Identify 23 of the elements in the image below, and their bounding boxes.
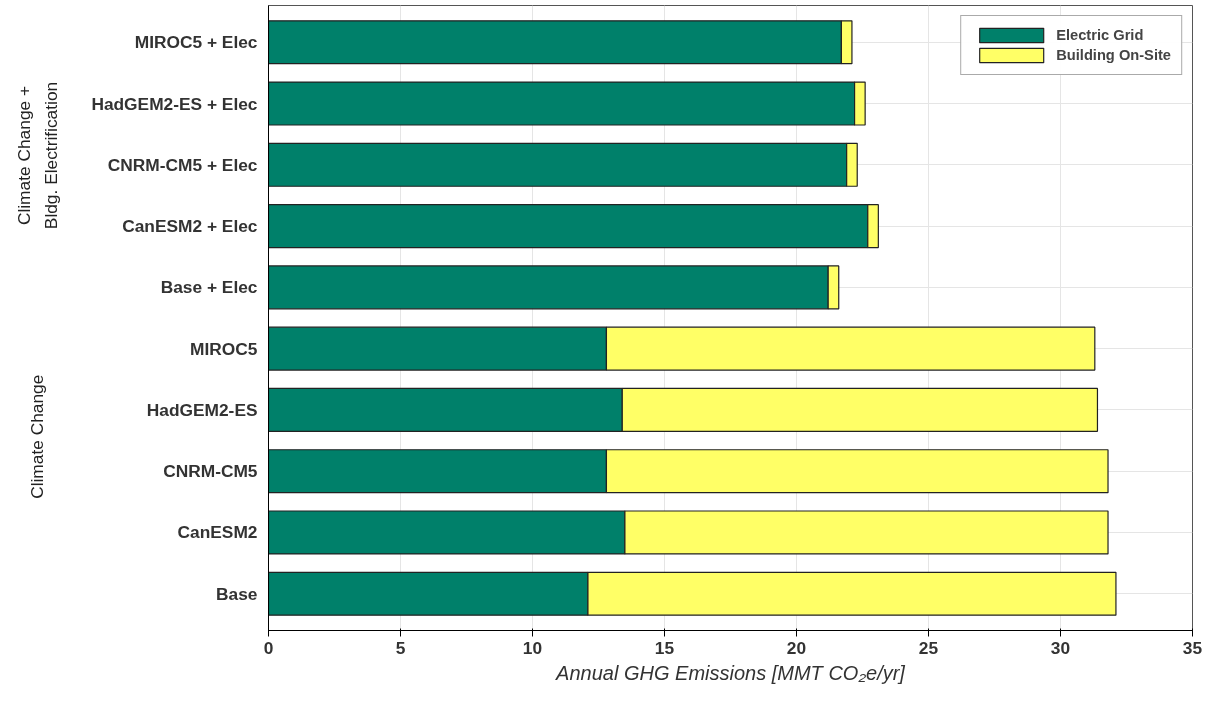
y-tick-label: Base [216, 583, 258, 604]
y-tick-label: Base + Elec [160, 277, 258, 298]
x-tick-label: 20 [786, 637, 807, 658]
text: Climate Change + Bldg. Electrification [14, 81, 61, 230]
y-tick-label: CNRM-CM5 + Elec [107, 154, 258, 175]
x-tick-label: 5 [395, 637, 406, 658]
x-tick-label: 30 [1050, 637, 1071, 658]
y-tick-label: CanESM2 [177, 522, 258, 543]
y-tick-label: CNRM-CM5 [163, 461, 258, 482]
y-tick-label: HadGEM2-ES [146, 399, 258, 420]
x-tick-label: 0 [263, 637, 274, 658]
y-tick-label: CanESM2 + Elec [122, 216, 258, 237]
y-tick-label: HadGEM2-ES + Elec [91, 93, 258, 114]
y-tick-label: MIROC5 + Elec [134, 32, 258, 53]
legend-label: Building On-Site [1056, 47, 1171, 63]
text: Climate Change [27, 374, 48, 499]
x-tick-label: 35 [1182, 637, 1203, 658]
y-tick-label: MIROC5 [190, 338, 258, 359]
x-tick-label: 10 [522, 637, 543, 658]
x-tick-label: 25 [918, 637, 939, 658]
legend-label: Electric Grid [1056, 27, 1144, 43]
x-axis-title: Annual GHG Emissions [MMT CO₂e/yr] [555, 661, 906, 684]
x-tick-label: 15 [654, 637, 675, 658]
